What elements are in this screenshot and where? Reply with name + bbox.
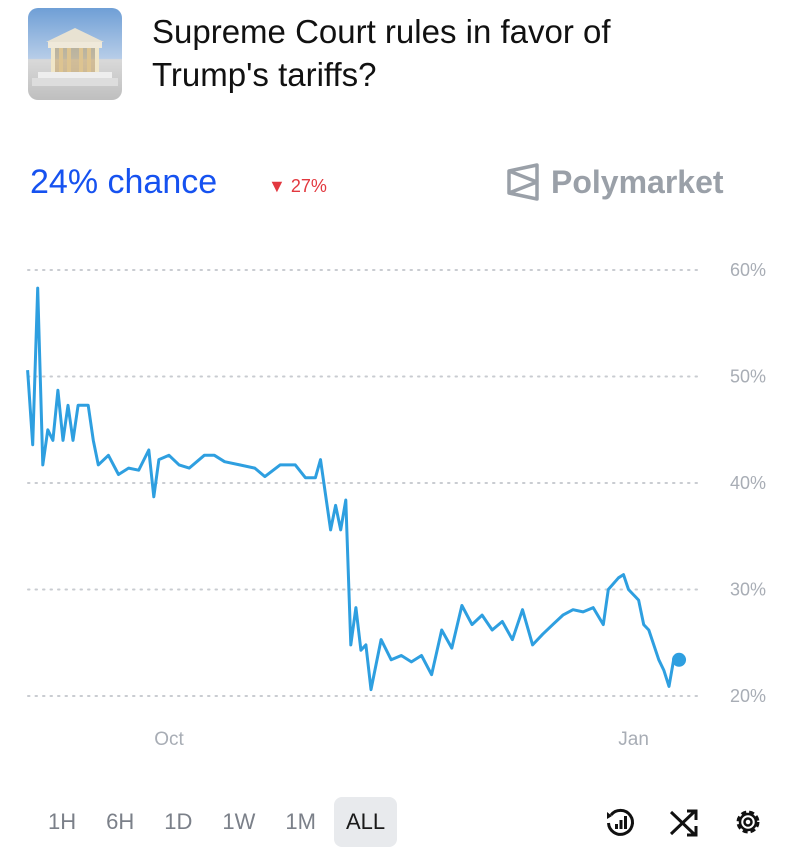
range-1h-button[interactable]: 1H [48,809,77,834]
settings-icon[interactable] [732,806,764,838]
time-range-selector: 1H 6H 1D 1W 1M ALL [36,797,398,847]
y-tick-label: 60% [730,260,766,280]
y-tick-label: 40% [730,473,766,493]
range-1w-button[interactable]: 1W [222,809,256,834]
title-line-1: Supreme Court rules in favor of [152,13,611,50]
brand-name: Polymarket [551,163,724,200]
change-indicator: ▼ 27% [268,176,327,197]
market-title: Supreme Court rules in favor of Trump's … [152,10,611,96]
market-thumbnail [28,8,122,100]
polymarket-logo-icon [507,163,539,201]
change-value: 27% [290,176,327,196]
y-tick-label: 20% [730,686,766,706]
price-line [26,286,680,692]
range-1d-button[interactable]: 1D [164,809,193,834]
y-tick-label: 30% [730,580,766,600]
shuffle-icon[interactable] [668,806,700,838]
title-line-2: Trump's tariffs? [152,56,377,93]
polymarket-logo: Polymarket [505,163,724,201]
chance-value: 24% chance [30,163,218,201]
price-chart[interactable]: 60% 50% 40% 30% 20% Oct Jan [0,0,806,760]
down-triangle-icon: ▼ [268,176,286,196]
y-tick-label: 50% [730,367,766,387]
x-tick-label: Oct [154,729,184,750]
range-6h-button[interactable]: 6H [106,809,135,834]
range-all-button[interactable]: ALL [333,797,398,847]
range-1m-button[interactable]: 1M [285,809,316,834]
current-price-dot [672,652,687,667]
supreme-court-building-image [32,28,118,86]
x-tick-label: Jan [618,729,649,750]
history-chart-icon[interactable] [604,806,636,838]
